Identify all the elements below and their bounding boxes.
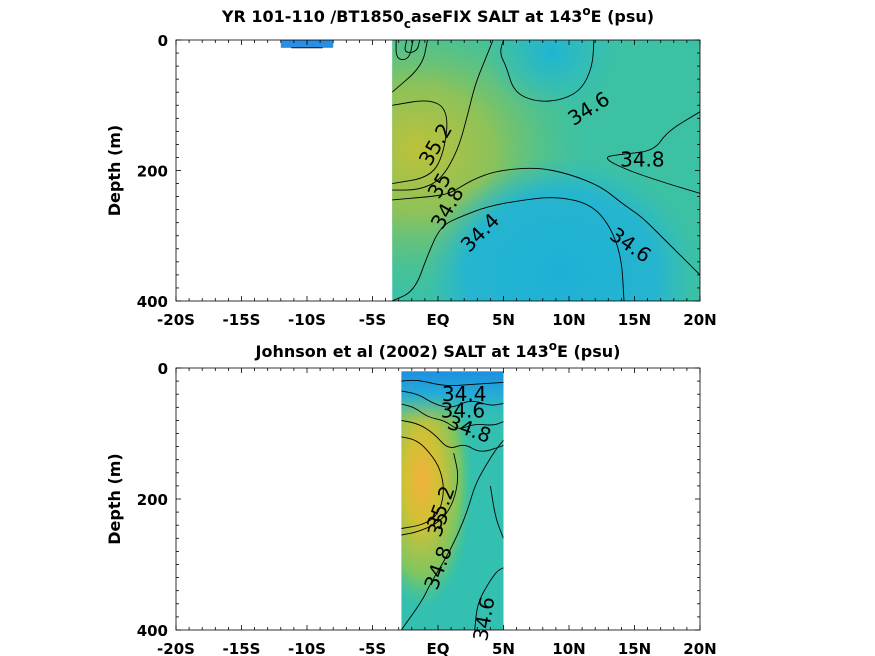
x-tick-label: -5S: [359, 640, 386, 656]
contour-line: [401, 403, 504, 429]
contour-label: 34.4: [442, 382, 487, 406]
y-tick-label: 0: [158, 32, 168, 50]
contour-line: [489, 485, 504, 539]
x-tick-label: -10S: [288, 640, 326, 656]
x-tick-label: -10S: [288, 311, 326, 329]
x-tick-label: 5N: [492, 311, 515, 329]
contour-line: [401, 453, 459, 536]
y-tick-label: 200: [137, 163, 168, 181]
salinity-field: [401, 371, 504, 630]
x-tick-label: 15N: [618, 311, 651, 329]
contour-line: [392, 167, 700, 276]
contour-line: [395, 40, 414, 61]
contour-line: [392, 40, 494, 191]
contour-line: [404, 40, 421, 53]
contour-label: 34.6: [441, 399, 486, 423]
y-axis-label: Depth (m): [105, 125, 124, 217]
x-tick-label: 10N: [552, 311, 585, 329]
contour-line: [401, 379, 504, 387]
x-tick-label: -15S: [223, 311, 261, 329]
x-tick-label: 20N: [683, 640, 716, 656]
x-tick-label: -15S: [223, 640, 261, 656]
y-axis-label: Depth (m): [105, 453, 124, 545]
salinity-field: [392, 40, 700, 301]
contour-line: [392, 100, 448, 185]
contour-line: [401, 390, 504, 408]
chart-title: Johnson et al (2002) SALT at 143oE (psu): [255, 339, 621, 361]
y-tick-label: 200: [137, 491, 168, 509]
x-tick-label: 15N: [618, 640, 651, 656]
x-tick-label: 10N: [552, 640, 585, 656]
x-tick-label: 20N: [683, 311, 716, 329]
x-tick-label: -20S: [157, 311, 195, 329]
x-tick-label: -20S: [157, 640, 195, 656]
contour-label: 34.8: [620, 147, 665, 171]
contour-line: [392, 197, 625, 301]
x-tick-label: -5S: [359, 311, 386, 329]
x-tick-label: EQ: [427, 311, 450, 329]
contour-line: [474, 567, 504, 630]
contour-line: [401, 439, 504, 630]
contour-line: [500, 40, 595, 102]
y-tick-label: 0: [158, 360, 168, 378]
chart-title: YR 101-110 /BT1850caseFIX SALT at 143oE …: [221, 4, 654, 31]
x-tick-label: EQ: [427, 640, 450, 656]
x-tick-label: 5N: [492, 640, 515, 656]
y-tick-label: 400: [137, 293, 168, 311]
contour-line: [392, 40, 428, 93]
contour-line: [401, 419, 504, 452]
contour-line: [401, 436, 444, 529]
y-tick-label: 400: [137, 622, 168, 640]
contour-line: [607, 111, 700, 194]
